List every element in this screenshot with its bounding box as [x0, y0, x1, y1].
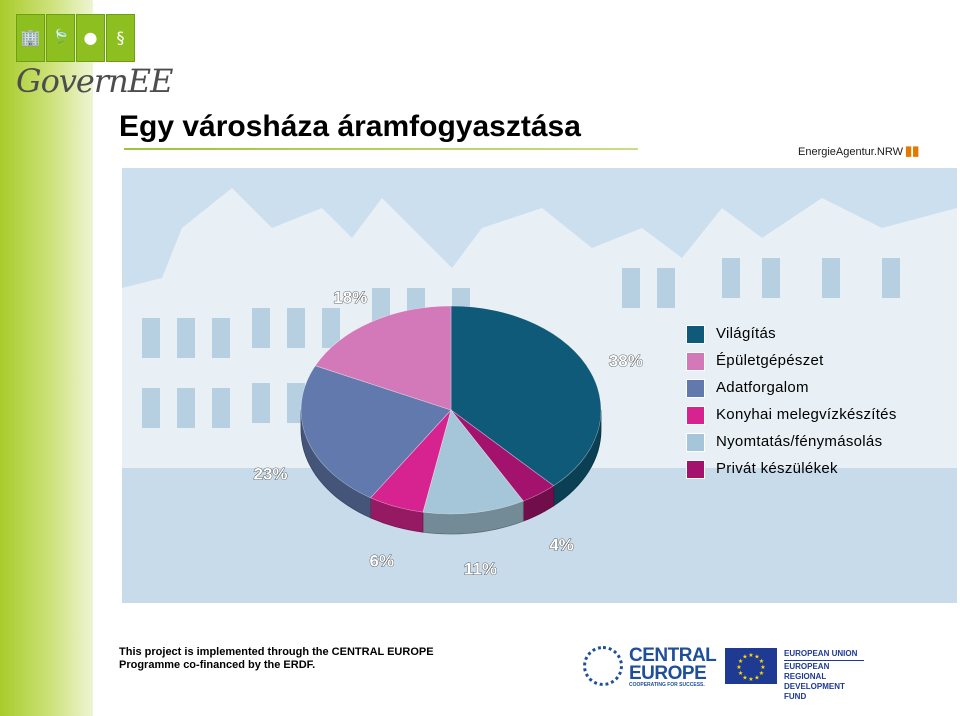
footer-line-1: This project is implemented through the …: [119, 646, 434, 658]
central-europe-logo: CENTRAL EUROPE COOPERATING FOR SUCCESS.: [583, 643, 717, 688]
eu-line-1: EUROPEAN UNION: [784, 649, 864, 661]
eu-line-3: DEVELOPMENT FUND: [784, 682, 845, 701]
energieagentur-mark-icon: ▮▮: [904, 143, 920, 158]
eu-star-icon: ★: [759, 670, 764, 677]
central-europe-line-1: CENTRAL: [629, 645, 717, 666]
eu-star-icon: ★: [760, 664, 765, 671]
eu-star-icon: ★: [738, 670, 743, 677]
pie-value-label: 4%: [549, 535, 574, 554]
eu-star-icon: ★: [759, 658, 764, 665]
eu-line-2: EUROPEAN REGIONAL: [784, 662, 830, 681]
central-europe-tagline: COOPERATING FOR SUCCESS.: [629, 682, 705, 688]
pie-value-label: 18%: [333, 288, 367, 307]
pie-slice: [422, 409, 524, 515]
pie-side-walls: [300, 409, 602, 535]
legend-swatch: [686, 460, 705, 479]
sidebar-green-band: [0, 0, 93, 716]
title-underline: [124, 148, 638, 150]
eu-star-icon: ★: [748, 676, 753, 683]
pie-value-label: 38%: [609, 352, 643, 371]
legend-label: Privát készülékek: [716, 460, 838, 477]
legend-swatch: [686, 406, 705, 425]
pie-value-label: 11%: [464, 559, 497, 578]
energieagentur-text: EnergieAgentur.NRW: [798, 146, 903, 158]
footer-funding-note: This project is implemented through the …: [119, 646, 479, 672]
paragraph-icon: §: [106, 14, 135, 62]
eu-star-icon: ★: [754, 674, 759, 681]
light-icon: ●: [76, 14, 105, 62]
eu-star-icon: ★: [736, 664, 741, 671]
pie-value-label: 23%: [253, 464, 287, 483]
page-title: Egy városháza áramfogyasztása: [119, 110, 581, 143]
pie-value-label: 6%: [370, 552, 395, 571]
footer-line-2: Programme co-financed by the ERDF.: [119, 659, 316, 671]
central-europe-line-2: EUROPE: [629, 663, 707, 684]
legend-label: Nyomtatás/fénymásolás: [716, 433, 883, 450]
legend-swatch: [686, 433, 705, 452]
legend-swatch: [686, 325, 705, 344]
eu-fund-logo: EUROPEAN UNION EUROPEAN REGIONAL DEVELOP…: [784, 649, 864, 702]
legend-swatch: [686, 379, 705, 398]
eu-star-icon: ★: [742, 674, 747, 681]
building-icon: 🏢: [16, 14, 45, 62]
energieagentur-logo: EnergieAgentur.NRW ▮▮: [798, 143, 919, 159]
eu-star-icon: ★: [754, 654, 759, 661]
leaf-icon: 🍃: [46, 14, 75, 62]
eu-star-icon: ★: [742, 654, 747, 661]
eu-star-icon: ★: [748, 652, 753, 659]
legend-label: Épületgépészet: [716, 352, 824, 369]
eu-star-icon: ★: [738, 658, 743, 665]
legend-label: Világítás: [716, 325, 776, 342]
eu-flag-icon: ★ ★ ★ ★ ★ ★ ★ ★ ★ ★ ★ ★: [725, 648, 777, 684]
pie-slice: [314, 305, 452, 411]
governee-logo: 🏢 🍃 ● § GovernEE: [14, 14, 173, 104]
pie-slice: [300, 365, 452, 499]
logo-wordmark: GovernEE: [16, 62, 173, 100]
legend-label: Adatforgalom: [716, 379, 809, 396]
pie-slice: [450, 305, 602, 487]
legend-swatch: [686, 352, 705, 371]
legend-label: Konyhai melegvízkészítés: [716, 406, 897, 423]
globe-icon: [583, 646, 623, 686]
